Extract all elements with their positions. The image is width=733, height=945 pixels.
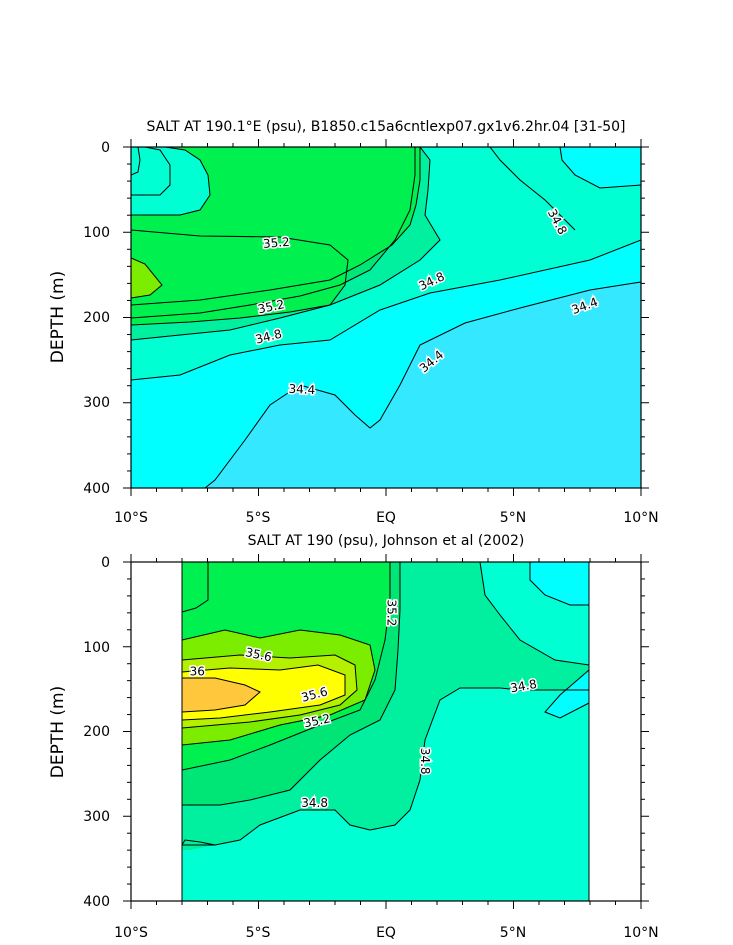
top-x-tick: 10°S [114, 510, 148, 526]
bottom-contour-lines [182, 562, 589, 895]
bottom-fill-right-lobe [545, 670, 589, 718]
bottom-x-tick: 5°S [246, 925, 271, 941]
bottom-y-tick-labels: 0 100 200 300 400 [83, 555, 110, 910]
bottom-y-tick: 0 [101, 555, 110, 571]
bottom-contour-label: 35.6 [244, 645, 273, 664]
bottom-x-tick-labels: 10°S 5°S EQ 5°N 10°N [114, 925, 659, 941]
bottom-y-tick: 400 [83, 894, 110, 910]
top-x-tick-labels: 10°S 5°S EQ 5°N 10°N [114, 510, 659, 526]
top-y-tick-labels: 0 100 200 300 400 [83, 140, 110, 497]
top-y-tick: 400 [83, 481, 110, 497]
bottom-contour-fills [182, 562, 589, 901]
top-x-tick: 10°N [623, 510, 658, 526]
top-title: SALT AT 190.1°E (psu), B1850.c15a6cntlex… [146, 119, 625, 135]
top-y-tick: 100 [83, 225, 110, 241]
bottom-y-tick: 300 [83, 809, 110, 825]
top-x-tick: 5°N [500, 510, 526, 526]
bottom-x-tick: 10°S [114, 925, 148, 941]
bottom-title: SALT AT 190 (psu), Johnson et al (2002) [248, 533, 525, 549]
top-fill-35.4 [131, 258, 162, 298]
bottom-x-tick: 5°N [500, 925, 526, 941]
bottom-y-tick: 200 [83, 724, 110, 740]
top-y-tick: 300 [83, 395, 110, 411]
top-x-tick: EQ [376, 510, 396, 526]
top-y-axis-label: DEPTH (m) [48, 271, 68, 363]
top-panel: SALT AT 190.1°E (psu), B1850.c15a6cntlex… [48, 119, 659, 526]
bottom-fill-36.0 [182, 678, 260, 712]
top-contour-label: 34.4 [288, 382, 315, 397]
bottom-y-axis-label: DEPTH (m) [48, 686, 68, 778]
top-contour-lines [131, 147, 641, 488]
bottom-x-tick: EQ [376, 925, 396, 941]
top-minor-ticks [123, 139, 649, 496]
bottom-minor-ticks [123, 554, 649, 909]
bottom-contour-label: 34.8 [301, 796, 328, 810]
top-fill-upper-right [560, 147, 641, 188]
bottom-panel: SALT AT 190 (psu), Johnson et al (2002) [48, 533, 659, 941]
top-x-tick: 5°S [246, 510, 271, 526]
top-y-tick: 200 [83, 310, 110, 326]
top-y-tick: 0 [101, 140, 110, 156]
bottom-x-tick: 10°N [623, 925, 658, 941]
bottom-contour-label: 36 [190, 665, 205, 679]
top-contour-label: 35.2 [262, 235, 290, 251]
bottom-contour-label: 34.8 [418, 748, 432, 775]
bottom-contour-label: 34.8 [509, 677, 538, 695]
bottom-y-tick: 100 [83, 640, 110, 656]
bottom-contour-label: 35.2 [385, 599, 399, 626]
